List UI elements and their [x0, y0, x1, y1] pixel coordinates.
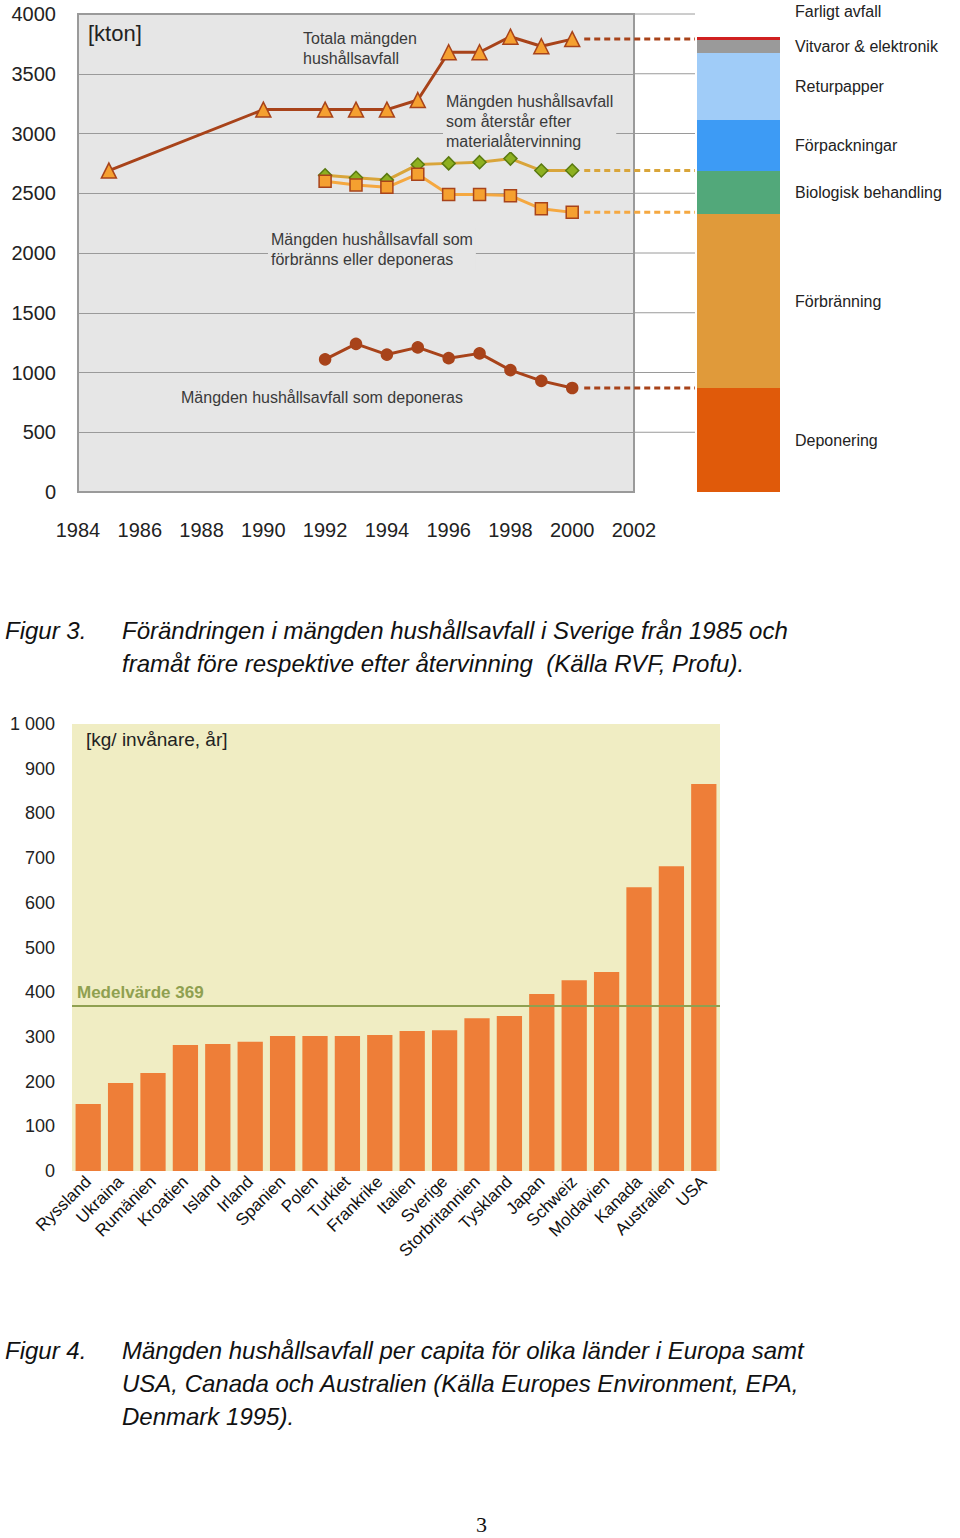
svg-text:100: 100	[25, 1116, 55, 1136]
svg-text:Kanada: Kanada	[590, 1172, 646, 1228]
svg-text:300: 300	[25, 1027, 55, 1047]
svg-text:Tyskland: Tyskland	[455, 1172, 517, 1234]
svg-text:USA: USA	[672, 1172, 711, 1211]
svg-text:3000: 3000	[12, 123, 57, 145]
svg-text:Förbränning: Förbränning	[795, 293, 881, 310]
svg-text:Returpapper: Returpapper	[795, 78, 885, 95]
svg-text:1988: 1988	[179, 519, 224, 541]
svg-text:0: 0	[45, 481, 56, 503]
svg-text:600: 600	[25, 893, 55, 913]
svg-text:Irland: Irland	[213, 1172, 257, 1216]
svg-text:3500: 3500	[12, 63, 57, 85]
svg-text:1 000: 1 000	[10, 714, 55, 734]
svg-text:som återstår efter: som återstår efter	[446, 113, 572, 130]
svg-text:500: 500	[23, 421, 56, 443]
html-text:Figur 3.: Figur 3.	[5, 617, 87, 644]
svg-text:Mängden hushållsavfall som: Mängden hushållsavfall som	[271, 231, 473, 248]
svg-text:Storbritannien: Storbritannien	[395, 1172, 484, 1261]
svg-text:hushållsavfall: hushållsavfall	[303, 50, 399, 67]
svg-text:Rumänien: Rumänien	[91, 1172, 160, 1241]
svg-text:Förpackningar: Förpackningar	[795, 137, 898, 154]
svg-text:[kg/ invånare, år]: [kg/ invånare, år]	[86, 729, 228, 750]
html-text:Mängden hushållsavfall per cap: Mängden hushållsavfall per capita för ol…	[122, 1337, 804, 1430]
svg-text:1998: 1998	[488, 519, 533, 541]
svg-text:Australien: Australien	[611, 1172, 678, 1239]
svg-text:700: 700	[25, 848, 55, 868]
svg-text:1000: 1000	[12, 362, 57, 384]
svg-text:4000: 4000	[12, 3, 57, 25]
svg-text:Ryssland: Ryssland	[32, 1172, 95, 1236]
svg-text:Ukraina: Ukraina	[72, 1172, 128, 1228]
svg-text:Deponering: Deponering	[795, 432, 878, 449]
svg-text:Mängden hushållsavfall som dep: Mängden hushållsavfall som deponeras	[181, 389, 463, 406]
svg-text:1990: 1990	[241, 519, 286, 541]
svg-text:Schweiz: Schweiz	[522, 1172, 581, 1231]
svg-text:Vitvaror & elektronik: Vitvaror & elektronik	[795, 38, 939, 55]
svg-text:500: 500	[25, 938, 55, 958]
svg-text:materialåtervinning: materialåtervinning	[446, 133, 581, 150]
svg-text:Totala mängden: Totala mängden	[303, 30, 417, 47]
svg-text:Polen: Polen	[277, 1172, 322, 1217]
svg-text:1994: 1994	[365, 519, 410, 541]
html-text:Figur 4.: Figur 4.	[5, 1337, 87, 1364]
svg-text:förbränns eller deponeras: förbränns eller deponeras	[271, 251, 453, 268]
svg-text:1996: 1996	[426, 519, 471, 541]
svg-text:Italien: Italien	[373, 1172, 419, 1218]
svg-text:[kton]: [kton]	[88, 21, 142, 46]
svg-text:2000: 2000	[12, 242, 57, 264]
svg-text:1986: 1986	[118, 519, 163, 541]
svg-text:1500: 1500	[12, 302, 57, 324]
svg-text:1984: 1984	[56, 519, 101, 541]
svg-text:Farligt avfall: Farligt avfall	[795, 3, 881, 20]
svg-text:Biologisk behandling: Biologisk behandling	[795, 184, 942, 201]
svg-text:Sverige: Sverige	[397, 1172, 452, 1227]
svg-text:Kroatien: Kroatien	[133, 1172, 193, 1231]
svg-text:Spanien: Spanien	[231, 1172, 290, 1230]
svg-text:Moldavien: Moldavien	[545, 1172, 614, 1241]
svg-text:2000: 2000	[550, 519, 595, 541]
svg-text:Frankrike: Frankrike	[323, 1172, 387, 1236]
svg-text:400: 400	[25, 982, 55, 1002]
html-text:Förändringen i mängden hushåll: Förändringen i mängden hushållsavfall i …	[122, 617, 788, 677]
svg-text:200: 200	[25, 1072, 55, 1092]
svg-text:Mängden hushållsavfall: Mängden hushållsavfall	[446, 93, 613, 110]
svg-text:0: 0	[45, 1161, 55, 1181]
svg-text:2500: 2500	[12, 182, 57, 204]
svg-text:800: 800	[25, 803, 55, 823]
svg-text:Medelvärde 369: Medelvärde 369	[77, 983, 204, 1002]
svg-text:1992: 1992	[303, 519, 348, 541]
svg-text:Island: Island	[179, 1172, 224, 1217]
svg-text:900: 900	[25, 759, 55, 779]
svg-text:Japan: Japan	[502, 1172, 549, 1219]
svg-text:Turkiet: Turkiet	[304, 1172, 355, 1222]
svg-text:2002: 2002	[612, 519, 657, 541]
html-text:3: 3	[476, 1512, 487, 1537]
